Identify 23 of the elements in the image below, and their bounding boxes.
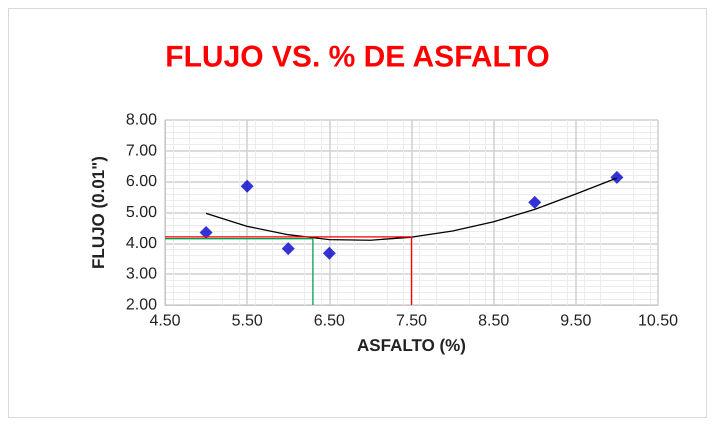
y-tick-label: 6.00: [126, 173, 158, 190]
y-tick-label: 5.00: [126, 204, 158, 221]
chart-title: FLUJO VS. % DE ASFALTO: [165, 40, 550, 74]
y-tick-label: 2.00: [126, 296, 158, 314]
point: [240, 180, 254, 193]
y-tick-label: 3.00: [126, 266, 158, 283]
x-tick-label: 4.50: [149, 312, 181, 330]
x-axis-title: ASFALTO (%): [357, 336, 466, 355]
x-tick-label: 6.50: [314, 312, 346, 330]
y-tick-label: 8.00: [126, 112, 158, 128]
y-tick-label: 4.00: [126, 234, 158, 252]
x-tick-label: 8.50: [478, 312, 510, 330]
y-axis-title: FLUJO (0.01"): [89, 156, 108, 269]
x-tick-label: 9.50: [560, 312, 592, 330]
point: [282, 242, 295, 256]
y-tick-label: 7.00: [126, 142, 158, 160]
x-tick-label: 7.50: [396, 312, 428, 330]
point: [528, 196, 542, 209]
x-tick-label: 10.50: [638, 312, 678, 330]
point: [322, 246, 336, 260]
point: [610, 170, 624, 184]
point: [200, 226, 213, 240]
x-tick-label: 5.50: [232, 312, 263, 330]
